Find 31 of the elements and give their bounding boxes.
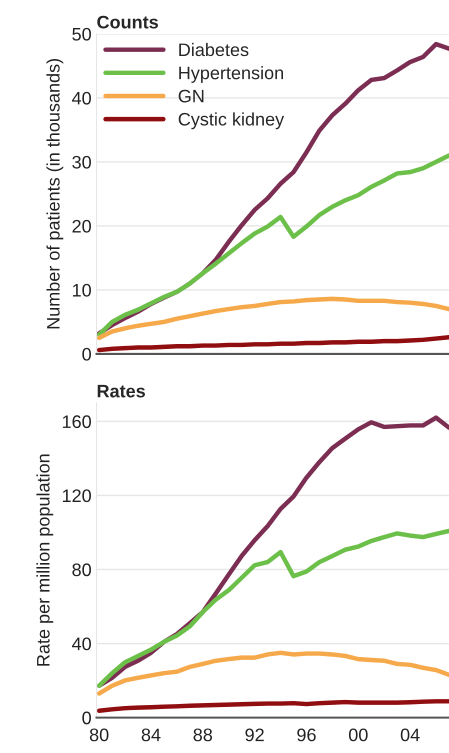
line-series (96, 335, 449, 352)
y-tick-label: 10 (72, 284, 91, 297)
line-series (96, 699, 449, 713)
x-tick-label: 00 (348, 728, 368, 742)
y-axis-title: Rate per million population (36, 454, 54, 666)
x-tick-label: 88 (194, 728, 212, 742)
line-series (96, 153, 449, 337)
line-series (96, 650, 449, 696)
x-tick-label: 84 (142, 728, 160, 742)
y-tick-label: 30 (72, 156, 91, 169)
x-tick-label: 92 (245, 728, 264, 742)
chart-title: Counts (97, 16, 158, 29)
legend-label: Cystic kidney (178, 112, 284, 130)
line-series (96, 296, 449, 340)
y-tick-label: 0 (82, 712, 91, 724)
y-tick-label: 80 (72, 563, 91, 576)
legend-label: Hypertension (179, 66, 283, 83)
x-tick-label: 96 (297, 728, 316, 742)
y-tick-label: 40 (72, 92, 91, 105)
y-tick-label: 120 (62, 489, 91, 502)
y-axis-title: Number of patients (in thousands) (46, 59, 64, 328)
y-tick-label: 160 (62, 415, 91, 428)
legend-label: Diabetes (179, 42, 248, 56)
y-tick-label: 0 (82, 348, 91, 361)
chart-title: Rates (98, 384, 145, 398)
y-tick-label: 50 (72, 28, 91, 41)
y-tick-label: 20 (72, 220, 91, 233)
line-series (96, 528, 449, 688)
y-tick-label: 40 (72, 637, 91, 650)
x-tick-label: 04 (400, 728, 420, 742)
legend-label: GN (178, 90, 204, 102)
